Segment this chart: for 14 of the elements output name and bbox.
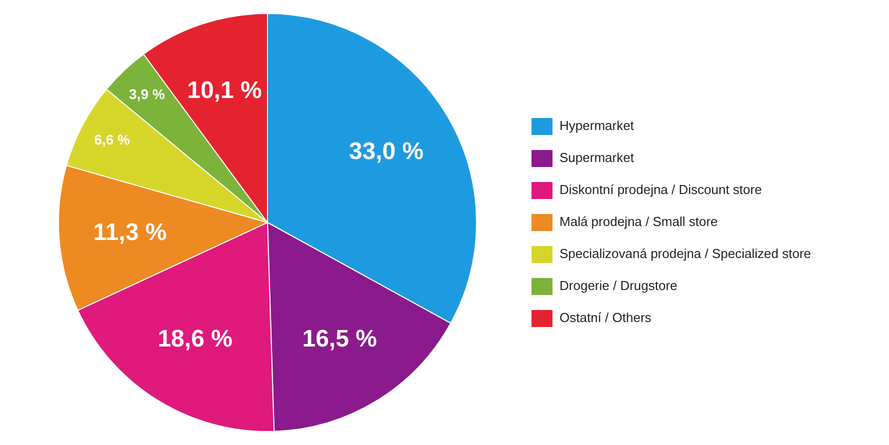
- data-label: 3,9 %: [129, 86, 166, 102]
- legend-label: Hypermarket: [560, 118, 634, 134]
- legend-label: Malá prodejna / Small store: [560, 214, 718, 230]
- legend-label: Diskontní prodejna / Discount store: [560, 182, 762, 198]
- legend-label: Supermarket: [560, 150, 634, 166]
- data-label: 11,3 %: [93, 218, 167, 246]
- legend-label: Specializovaná prodejna / Specialized store: [560, 246, 812, 262]
- legend-label: Ostatní / Others: [560, 310, 652, 326]
- legend-label: Drogerie / Drugstore: [560, 278, 678, 294]
- data-label: 10,1 %: [187, 77, 262, 104]
- data-label: 33,0 %: [348, 138, 424, 165]
- data-label: 18,6 %: [158, 326, 232, 353]
- data-label: 16,5 %: [302, 326, 377, 353]
- data-label: 6,6 %: [94, 132, 131, 148]
